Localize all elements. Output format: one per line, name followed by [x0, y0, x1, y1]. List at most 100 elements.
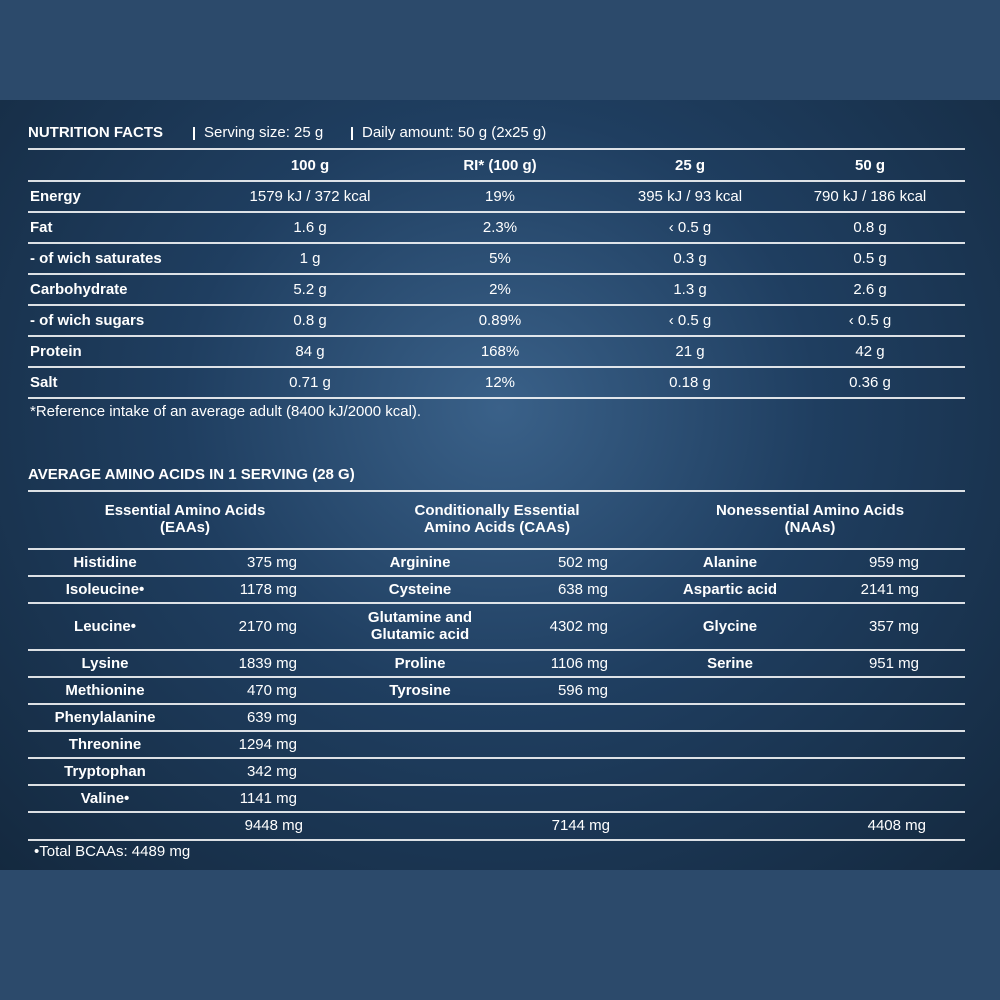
cell-value: 19%	[484, 187, 516, 205]
amino-value: 1141 mg	[239, 789, 297, 807]
rule	[28, 676, 965, 678]
rule	[28, 180, 965, 182]
rule	[28, 304, 965, 306]
amino-name: Glutamine and Glutamic acid	[367, 609, 473, 643]
amino-value: 959 mg	[868, 553, 919, 571]
cell-value: 1 g	[299, 249, 321, 267]
amino-value: 4302 mg	[549, 617, 608, 635]
background-panel	[0, 100, 1000, 870]
rule	[28, 703, 965, 705]
rule	[28, 839, 965, 841]
rule	[28, 148, 965, 150]
amino-total: 7144 mg	[551, 816, 610, 834]
group-header: Nonessential Amino Acids (NAAs)	[715, 502, 905, 536]
rule	[28, 211, 965, 213]
cell-value: 1.3 g	[673, 280, 707, 298]
amino-name: Alanine	[702, 553, 758, 571]
amino-title: AVERAGE AMINO ACIDS IN 1 SERVING (28 G)	[28, 466, 355, 483]
rule	[28, 730, 965, 732]
amino-value: 357 mg	[868, 617, 919, 635]
amino-name: Tryptophan	[64, 762, 146, 780]
cell-value: 0.89%	[478, 311, 522, 329]
amino-name: Lysine	[81, 654, 129, 672]
amino-value: 470 mg	[246, 681, 297, 699]
rule	[28, 575, 965, 577]
row-label: Protein	[30, 342, 82, 360]
rule	[28, 602, 965, 604]
cell-value: 0.18 g	[669, 373, 711, 391]
daily-amount: Daily amount: 50 g (2x25 g)	[362, 124, 547, 141]
amino-name: Cysteine	[388, 580, 452, 598]
amino-name: Histidine	[73, 553, 137, 571]
rule	[28, 784, 965, 786]
cell-value: 2.6 g	[853, 280, 887, 298]
cell-value: 5.2 g	[293, 280, 327, 298]
rule	[28, 490, 965, 492]
amino-name: Proline	[394, 654, 446, 672]
row-label: Carbohydrate	[30, 280, 128, 298]
rule	[28, 242, 965, 244]
cell-value: ‹ 0.5 g	[668, 218, 712, 236]
cell-value: 21 g	[675, 342, 705, 360]
cell-value: 0.36 g	[849, 373, 891, 391]
amino-name: Threonine	[68, 735, 142, 753]
rule	[28, 335, 965, 337]
amino-value: 1178 mg	[239, 580, 297, 598]
cell-value: 790 kJ / 186 kcal	[813, 187, 927, 205]
amino-name: Methionine	[65, 681, 145, 699]
cell-value: 0.3 g	[673, 249, 707, 267]
amino-value: 951 mg	[868, 654, 919, 672]
rule	[28, 366, 965, 368]
amino-total: 9448 mg	[244, 816, 303, 834]
row-label: - of wich sugars	[30, 311, 145, 329]
cell-value: 0.71 g	[289, 373, 331, 391]
cell-value: 42 g	[855, 342, 885, 360]
rule	[28, 811, 965, 813]
cell-value: 2%	[489, 280, 511, 298]
cell-value: 0.8 g	[293, 311, 327, 329]
amino-value: 502 mg	[557, 553, 608, 571]
nutrition-footnote: *Reference intake of an average adult (8…	[30, 403, 422, 420]
cell-value: 0.5 g	[853, 249, 887, 267]
amino-name: Valine•	[80, 789, 130, 807]
amino-value: 1294 mg	[238, 735, 297, 753]
column-header: 50 g	[854, 156, 885, 174]
amino-value: 1839 mg	[238, 654, 297, 672]
row-label: Energy	[30, 187, 81, 205]
amino-name: Glycine	[702, 617, 758, 635]
amino-value: 596 mg	[557, 681, 608, 699]
amino-value: 375 mg	[246, 553, 297, 571]
amino-value: 639 mg	[246, 708, 297, 726]
separator	[193, 127, 195, 140]
group-header: Conditionally Essential Amino Acids (CAA…	[414, 502, 580, 536]
amino-value: 1106 mg	[550, 654, 608, 672]
row-label: - of wich saturates	[30, 249, 162, 267]
cell-value: 1.6 g	[293, 218, 327, 236]
amino-value: 342 mg	[246, 762, 297, 780]
amino-value: 638 mg	[557, 580, 608, 598]
rule	[28, 757, 965, 759]
column-header: 100 g	[290, 156, 330, 174]
column-header: RI* (100 g)	[463, 156, 537, 174]
amino-name: Tyrosine	[389, 681, 451, 699]
cell-value: 0.8 g	[853, 218, 887, 236]
cell-value: 84 g	[295, 342, 325, 360]
amino-name: Leucine•	[74, 617, 136, 635]
amino-value: 2170 mg	[238, 617, 297, 635]
serving-size: Serving size: 25 g	[204, 124, 324, 141]
amino-name: Aspartic acid	[682, 580, 778, 598]
amino-total: 4408 mg	[867, 816, 926, 834]
cell-value: 168%	[480, 342, 520, 360]
rule	[28, 649, 965, 651]
cell-value: 2.3%	[482, 218, 518, 236]
group-header: Essential Amino Acids (EAAs)	[104, 502, 266, 536]
cell-value: 1579 kJ / 372 kcal	[249, 187, 371, 205]
column-header: 25 g	[674, 156, 705, 174]
amino-name: Phenylalanine	[54, 708, 156, 726]
cell-value: 395 kJ / 93 kcal	[637, 187, 743, 205]
rule	[28, 548, 965, 550]
rule	[28, 273, 965, 275]
amino-name: Serine	[707, 654, 753, 672]
rule	[28, 397, 965, 399]
